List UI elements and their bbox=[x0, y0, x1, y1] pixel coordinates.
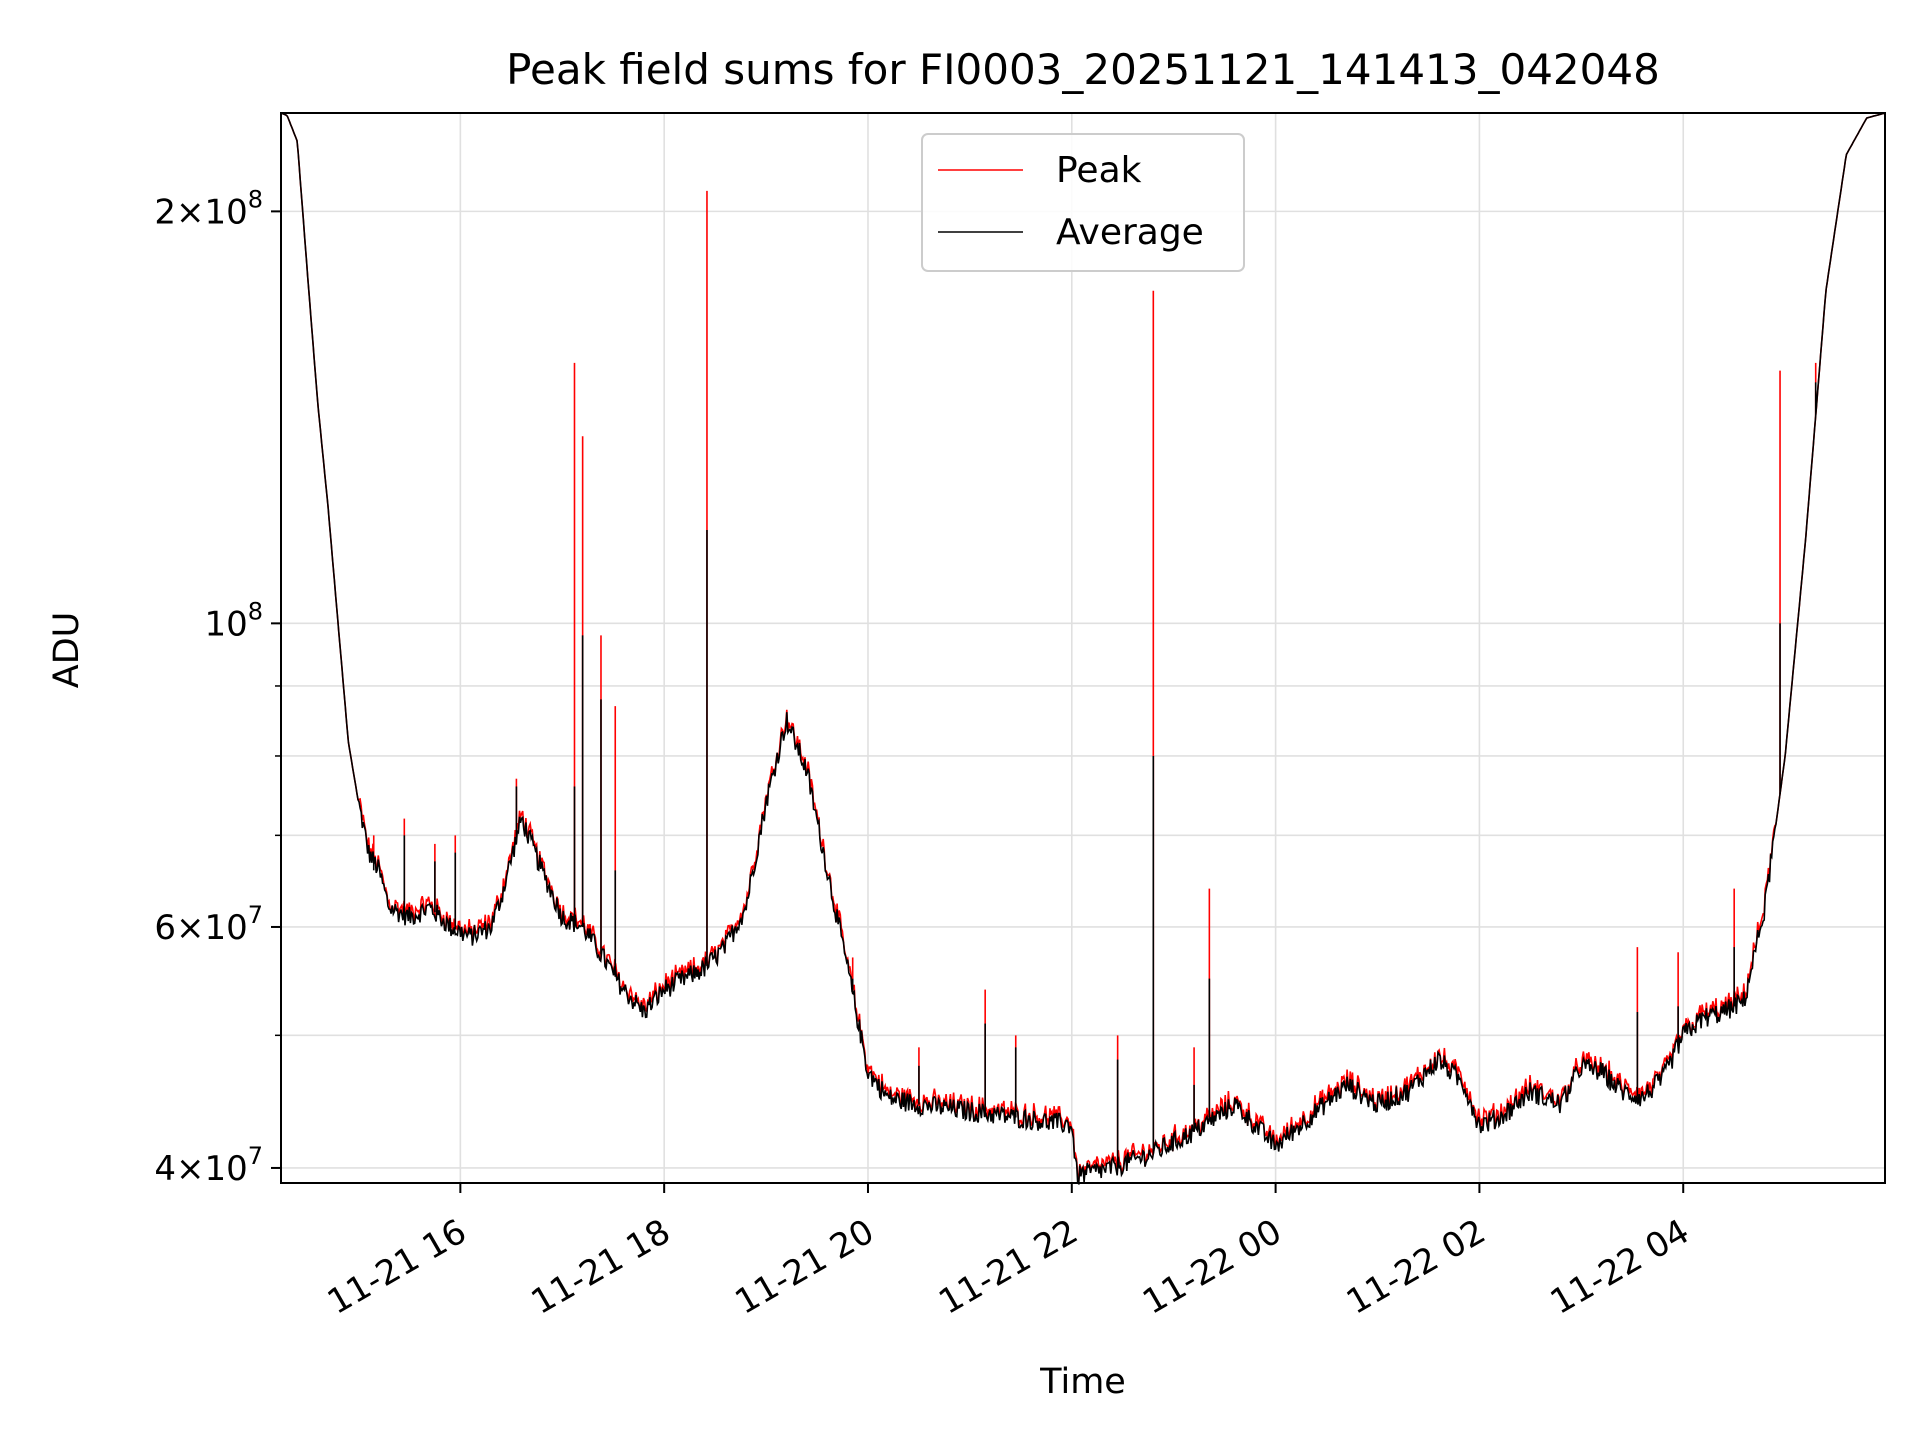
y-tick-label: 4×107 bbox=[154, 1142, 263, 1189]
y-axis-label: ADU bbox=[47, 612, 87, 689]
legend-average-label: Average bbox=[1056, 212, 1204, 253]
average-series-line bbox=[280, 112, 1886, 1186]
chart-title: Peak field sums for FI0003_20251121_1414… bbox=[506, 45, 1660, 94]
y-tick-label: 108 bbox=[204, 597, 263, 644]
plot-frame bbox=[280, 112, 1886, 1184]
plot-layer bbox=[280, 112, 1886, 1186]
y-tick-label: 2×108 bbox=[154, 185, 263, 232]
legend: Peak Average bbox=[921, 133, 1245, 272]
y-tick-label: 6×107 bbox=[154, 901, 263, 948]
legend-peak-label: Peak bbox=[1056, 150, 1142, 191]
legend-box bbox=[921, 133, 1245, 272]
x-axis-label: Time bbox=[1039, 1362, 1126, 1402]
